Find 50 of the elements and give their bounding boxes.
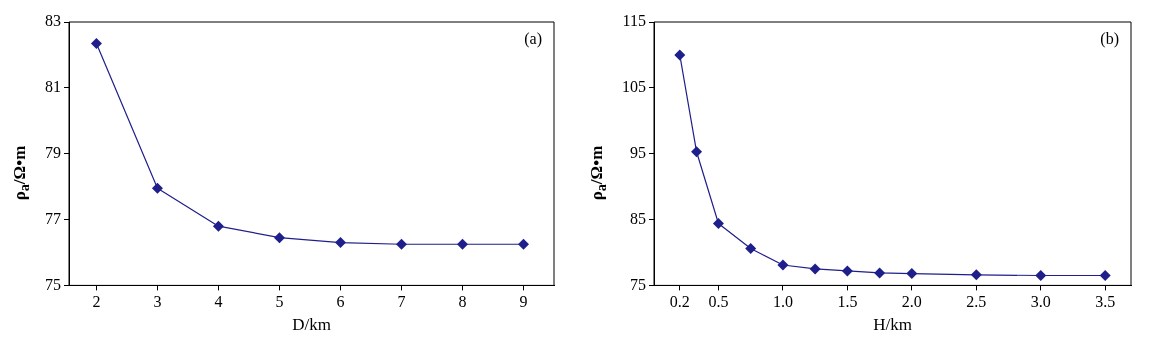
point — [395, 238, 407, 250]
point — [674, 49, 686, 61]
x-tick-label: 4 — [214, 293, 223, 311]
y-tick-label: 115 — [622, 12, 646, 30]
x-tick-label: 7 — [397, 293, 406, 311]
point — [874, 267, 886, 279]
point — [212, 220, 224, 232]
x-tick-label: 3 — [153, 293, 162, 311]
point — [906, 268, 918, 280]
x-tick-label: 2 — [92, 293, 101, 311]
annotation: (a) — [524, 30, 542, 49]
x-tick-label: 3.5 — [1095, 293, 1116, 311]
point — [518, 238, 529, 250]
y-tick-label: 75 — [45, 275, 61, 293]
x-tick-label: 0.5 — [708, 293, 729, 311]
x-tick-label: 0.2 — [669, 293, 690, 311]
point — [777, 259, 789, 271]
point — [90, 37, 102, 49]
y-tick-label: 77 — [45, 209, 61, 227]
x-tick-label: 9 — [519, 293, 528, 311]
x-tick-label: 1.0 — [772, 293, 793, 311]
x-tick-label: 2.0 — [901, 293, 922, 311]
y-tick-label: 95 — [630, 143, 646, 161]
x-tick-label: 8 — [458, 293, 467, 311]
x-tick-label: 5 — [275, 293, 284, 311]
point — [334, 237, 346, 249]
point — [456, 238, 468, 250]
point — [745, 243, 757, 255]
y-tick-label: 83 — [45, 12, 61, 30]
x-tick-label: 1.5 — [837, 293, 858, 311]
y-tick-label: 79 — [45, 143, 61, 161]
x-axis-title: H/km — [873, 315, 912, 335]
x-tick-label: 6 — [336, 293, 345, 311]
x-tick-label: 2.5 — [966, 293, 987, 311]
point — [151, 182, 163, 194]
point — [809, 263, 821, 275]
point — [1099, 270, 1111, 282]
point — [841, 265, 853, 277]
x-tick-label: 3.0 — [1030, 293, 1051, 311]
x-axis-title: D/km — [292, 315, 331, 335]
point — [691, 146, 703, 158]
y-tick-label: 75 — [630, 275, 646, 293]
point — [273, 232, 285, 244]
point — [712, 218, 724, 229]
y-tick-label: 81 — [45, 78, 61, 96]
annotation: (b) — [1100, 30, 1119, 49]
point — [970, 269, 982, 281]
y-tick-label: 105 — [622, 78, 646, 96]
y-tick-label: 85 — [630, 209, 646, 227]
point — [1035, 270, 1047, 282]
